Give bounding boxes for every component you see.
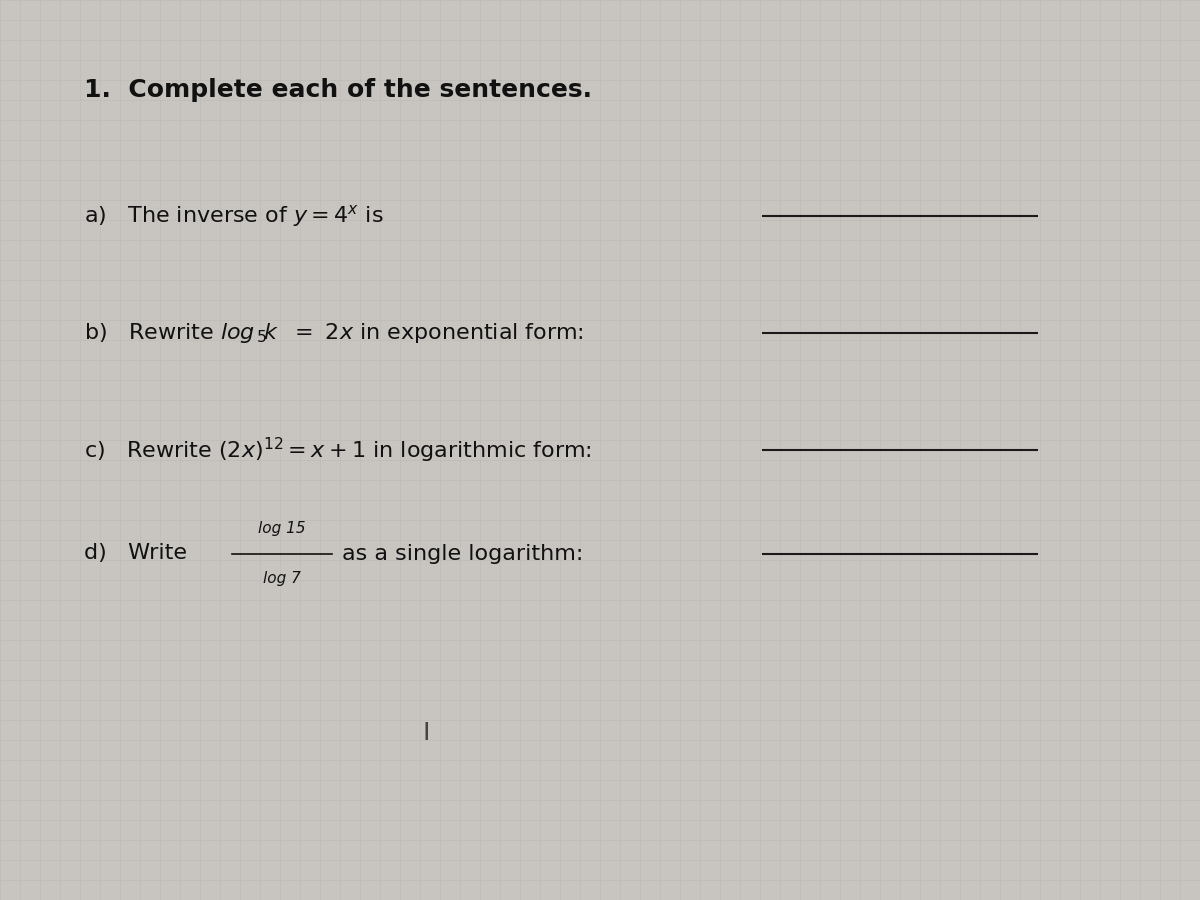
Text: 1.  Complete each of the sentences.: 1. Complete each of the sentences. (84, 78, 592, 102)
Text: as a single logarithm:: as a single logarithm: (342, 544, 583, 563)
Text: b)   Rewrite $\it{log}_{\,5}\!\it{k}$  $=$ $\it{2x}$ in exponential form:: b) Rewrite $\it{log}_{\,5}\!\it{k}$ $=$ … (84, 321, 583, 345)
Text: d)   Write: d) Write (84, 544, 187, 563)
Text: I: I (422, 722, 430, 745)
Text: log 15: log 15 (258, 521, 306, 535)
Text: c)   Rewrite $(2x)^{12} = x + 1$ in logarithmic form:: c) Rewrite $(2x)^{12} = x + 1$ in logari… (84, 436, 592, 464)
Text: a)   The inverse of $y = 4^x$ is: a) The inverse of $y = 4^x$ is (84, 203, 384, 229)
Text: log 7: log 7 (263, 572, 301, 586)
